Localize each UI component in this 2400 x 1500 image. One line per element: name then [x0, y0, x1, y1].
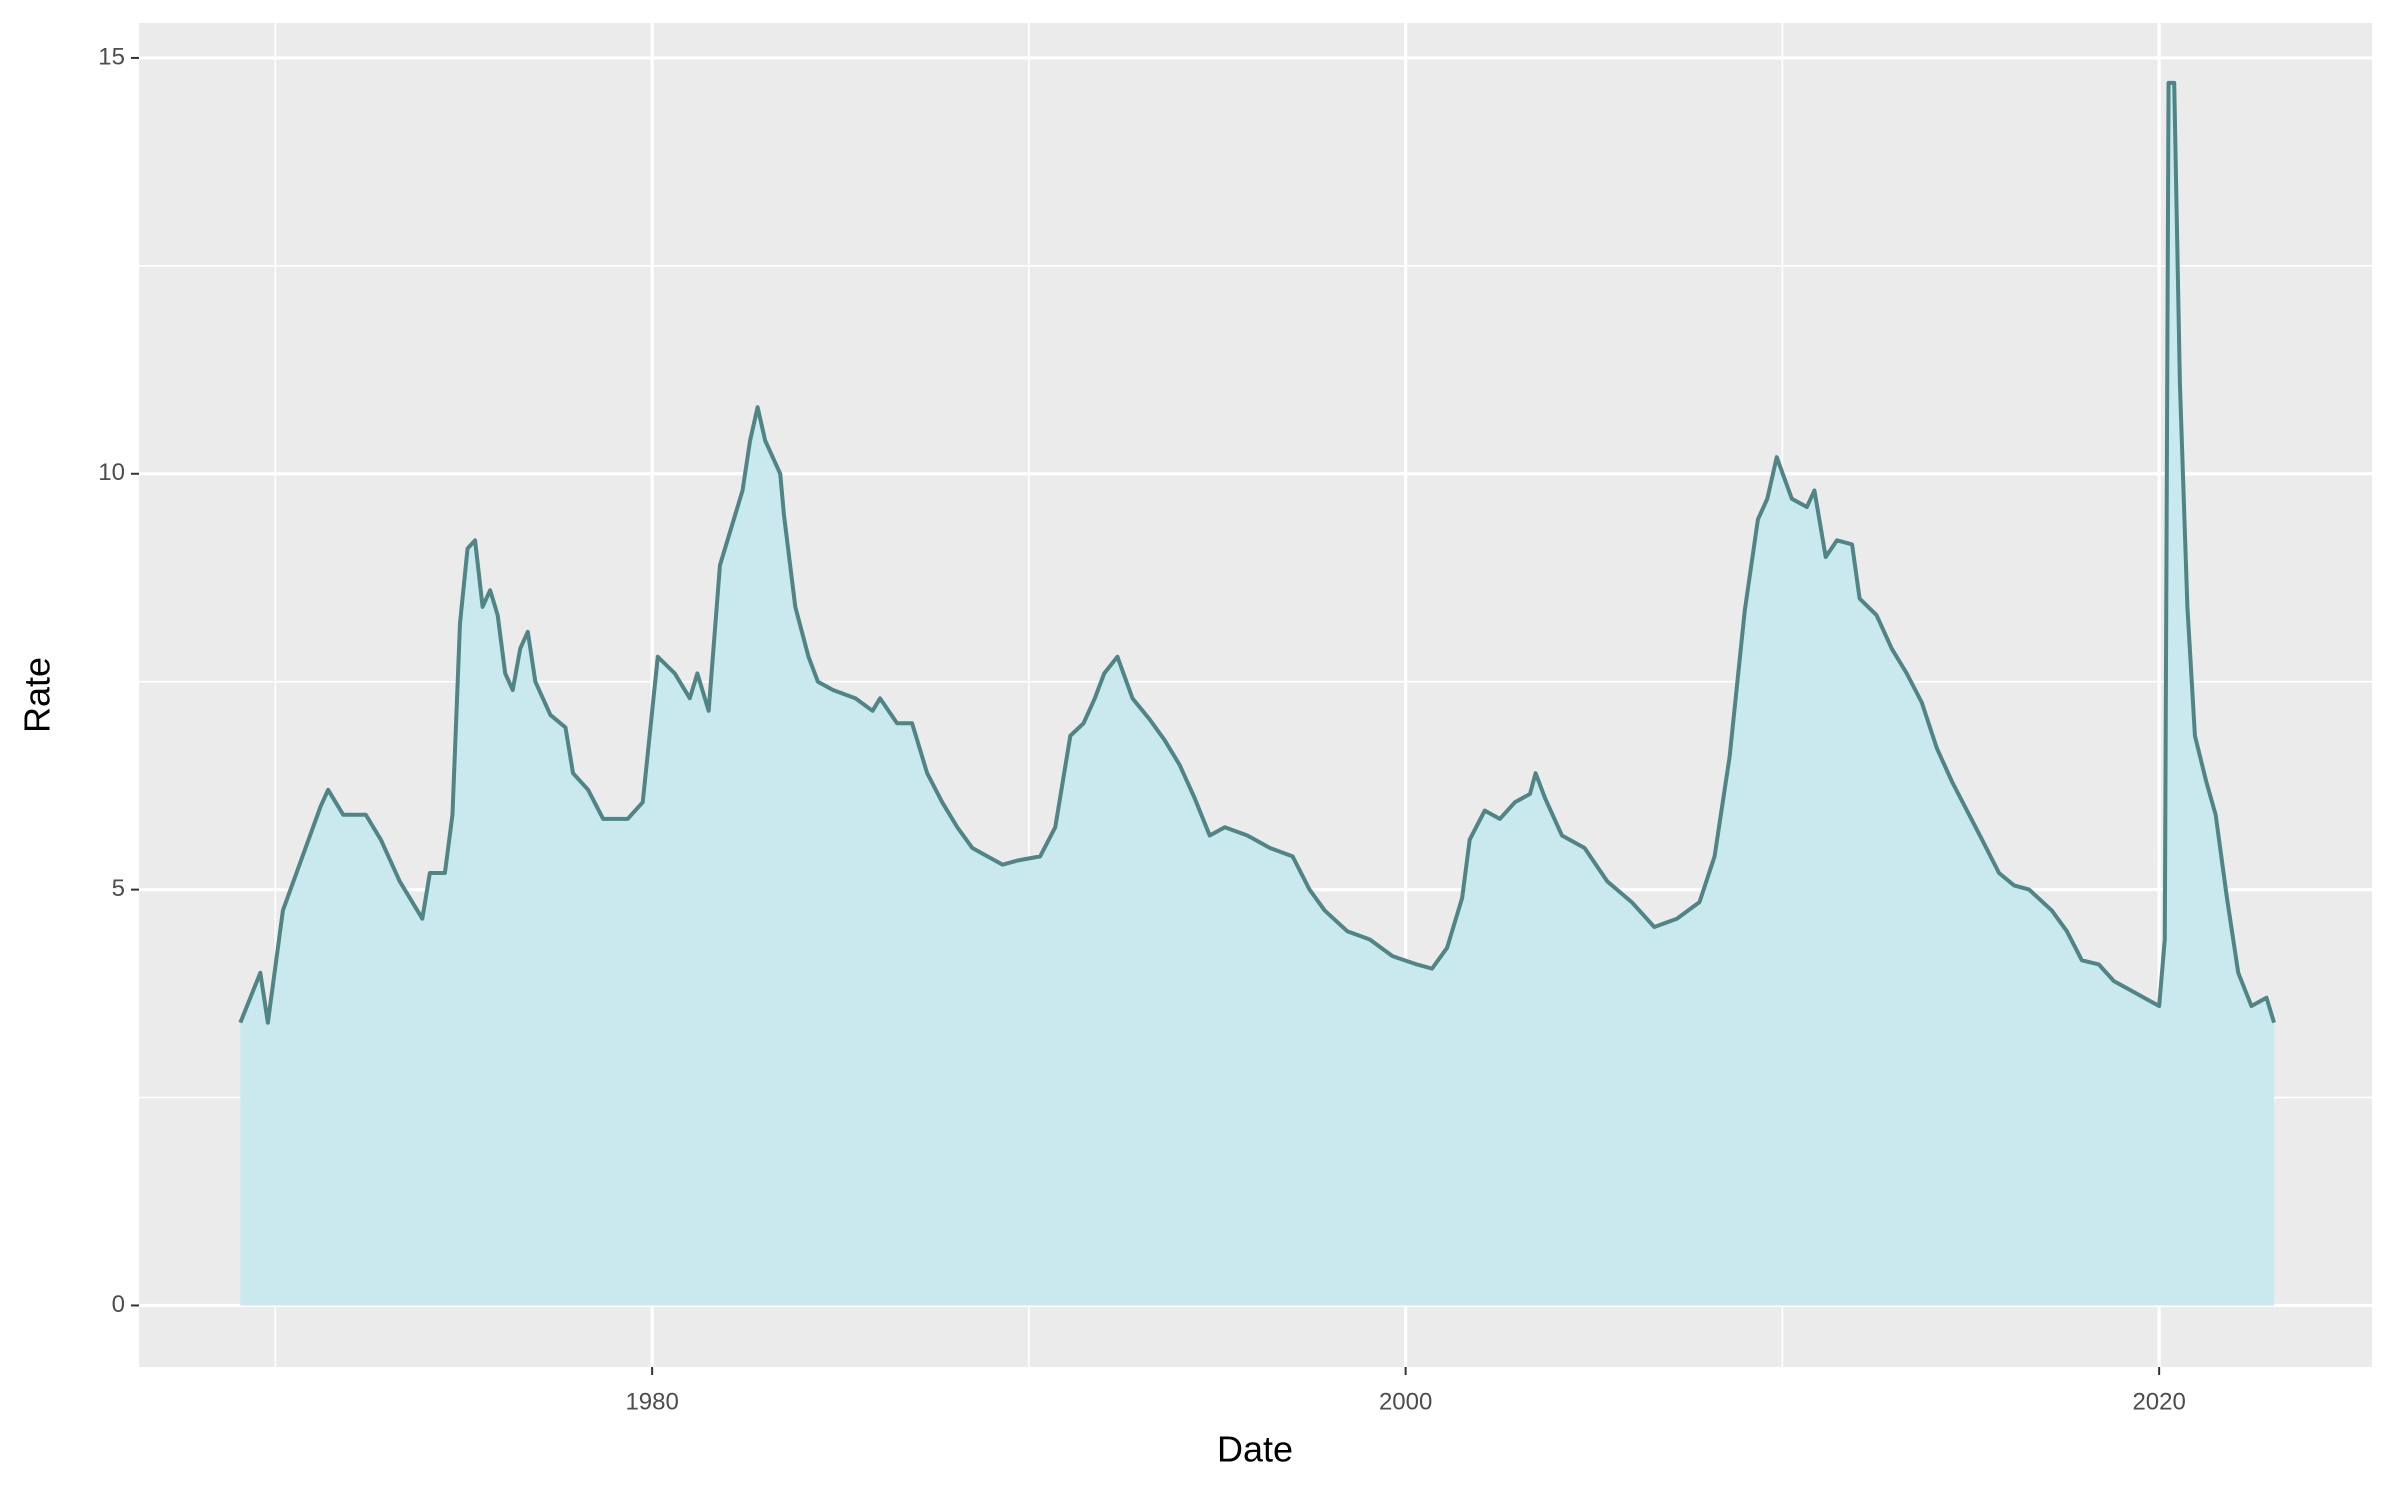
x-tick-label: 2000 — [1379, 1388, 1432, 1415]
plot-area — [139, 23, 2372, 1367]
y-tick-label: 15 — [98, 43, 125, 70]
y-axis-title: Rate — [17, 657, 58, 733]
y-tick-label: 0 — [112, 1291, 125, 1318]
y-tick-label: 10 — [98, 459, 125, 486]
area-line — [238, 80, 2276, 1025]
x-axis-title: Date — [1217, 1429, 1293, 1470]
y-tick-label: 5 — [112, 875, 125, 902]
x-tick-label: 2020 — [2132, 1388, 2185, 1415]
area-fill — [240, 82, 2275, 1306]
x-tick-label: 1980 — [625, 1388, 678, 1415]
